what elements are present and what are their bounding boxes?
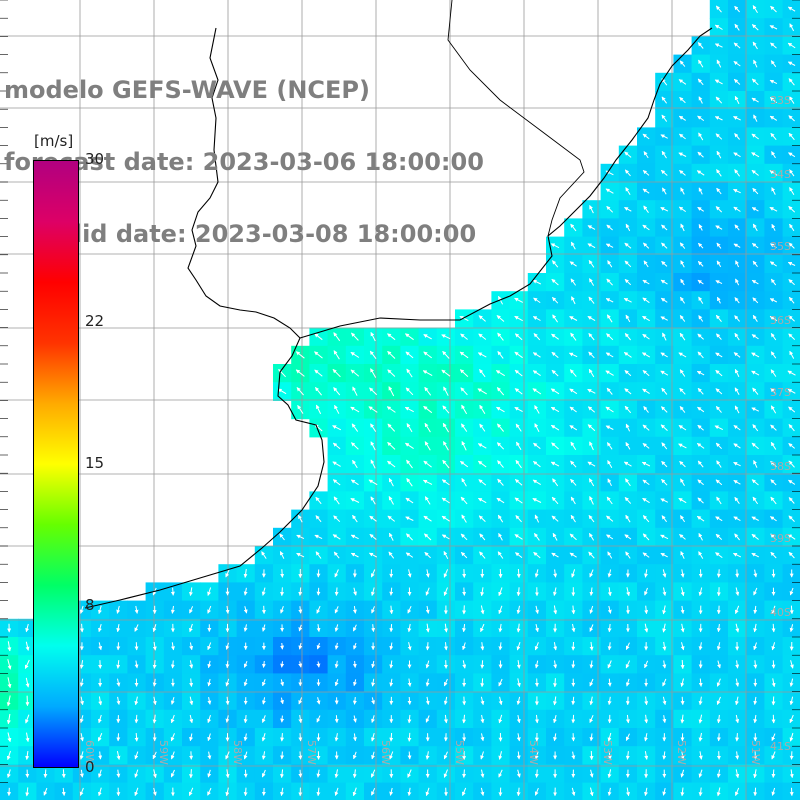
- longitude-label: 57W: [305, 740, 318, 765]
- longitude-label: 54W: [527, 740, 540, 765]
- wind-arrow: [407, 732, 412, 742]
- longitude-label: 52W: [675, 740, 688, 765]
- wind-arrow: [480, 660, 485, 669]
- wind-arrow: [571, 714, 576, 724]
- wind-arrow: [407, 751, 412, 760]
- wind-arrow: [462, 587, 467, 596]
- wind-arrow: [280, 733, 285, 742]
- wind-arrow: [680, 659, 685, 670]
- wind-arrow: [553, 678, 558, 688]
- wind-arrow: [771, 623, 776, 633]
- latitude-label: 37S: [770, 386, 791, 399]
- wind-arrow: [462, 769, 467, 778]
- wind-arrow: [280, 587, 285, 597]
- wind-arrow: [280, 569, 285, 578]
- wind-arrow: [334, 587, 339, 596]
- wind-arrow: [134, 732, 139, 742]
- wind-arrow: [771, 769, 776, 778]
- longitude-label: 59W: [157, 740, 170, 765]
- latitude-label: 33S: [770, 94, 791, 107]
- colorbar-tick-label: 22: [85, 312, 105, 331]
- wind-arrow: [789, 605, 794, 615]
- wind-arrow: [716, 733, 721, 742]
- longitude-label: 53W: [601, 740, 614, 765]
- wind-arrow: [298, 751, 303, 760]
- wind-arrow: [280, 715, 285, 723]
- wind-arrow: [79, 623, 84, 633]
- wind-arrow: [680, 696, 685, 706]
- wind-arrow: [280, 751, 285, 760]
- latitude-label: 41S: [770, 740, 791, 753]
- wind-arrow: [389, 624, 394, 633]
- wind-arrow: [516, 568, 521, 579]
- wind-arrow: [407, 696, 412, 705]
- wind-arrow: [480, 678, 485, 688]
- latitude-label: 40S: [770, 606, 791, 619]
- wind-arrow: [298, 733, 303, 742]
- wind-arrow: [189, 769, 194, 779]
- title-model: modelo GEFS-WAVE (NCEP): [4, 76, 370, 104]
- colorbar-tick-label: 30: [85, 150, 105, 168]
- wind-arrow: [225, 660, 230, 669]
- latitude-label: 36S: [770, 314, 791, 327]
- latitude-label: 35S: [770, 240, 791, 253]
- longitude-label: 56W: [379, 740, 392, 765]
- latitude-label: 39S: [770, 532, 791, 545]
- longitude-label: 51W: [749, 740, 762, 765]
- wind-arrow: [334, 715, 339, 724]
- wind-arrow: [571, 660, 576, 669]
- wind-arrow: [716, 569, 721, 578]
- latitude-label: 34S: [770, 168, 791, 181]
- wind-arrow: [735, 733, 740, 742]
- wind-arrow: [352, 661, 357, 668]
- longitude-label: 58W: [231, 740, 244, 765]
- wind-arrow: [243, 787, 248, 797]
- wind-arrow: [753, 787, 758, 797]
- wind-arrow: [425, 642, 430, 651]
- colorbar-unit: [m/s]: [34, 132, 74, 150]
- colorbar-tick-label: 15: [85, 454, 105, 472]
- wind-arrow: [61, 769, 66, 779]
- colorbar-tick-label: 8: [85, 595, 95, 614]
- wind-arrow: [298, 769, 303, 778]
- wind-arrow: [134, 714, 139, 724]
- wind-arrow: [280, 642, 285, 650]
- colorbar: [33, 160, 79, 768]
- wind-arrow: [43, 769, 48, 778]
- wind-arrow: [170, 587, 175, 596]
- latitude-label: 38S: [770, 460, 791, 473]
- colorbar-tick-label: 0: [85, 758, 95, 776]
- longitude-label: 55W: [453, 740, 466, 765]
